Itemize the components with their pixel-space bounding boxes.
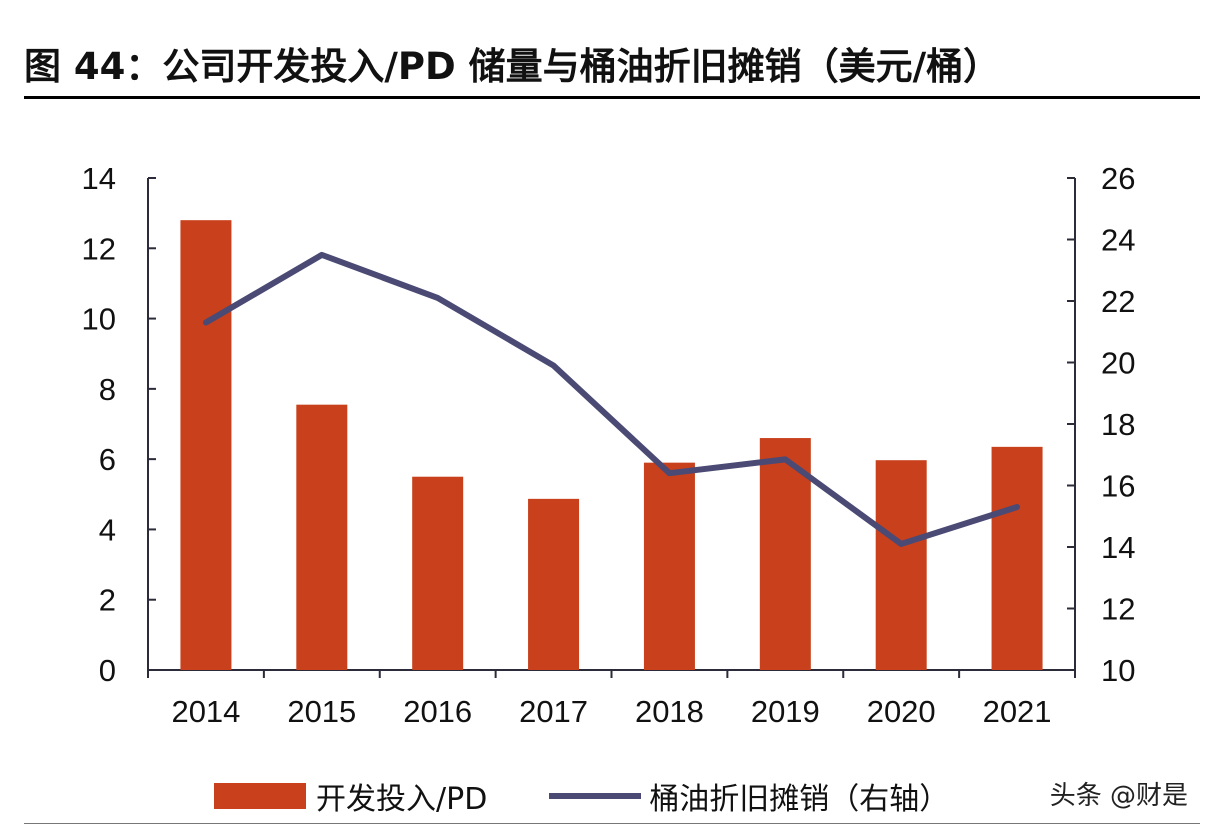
left-tick-label: 14 <box>82 161 116 196</box>
x-tick-label: 2018 <box>635 694 704 729</box>
x-tick-label: 2019 <box>751 694 820 729</box>
right-tick-label: 14 <box>1101 530 1135 565</box>
line-point-2016 <box>436 296 439 299</box>
right-tick-label: 18 <box>1101 407 1135 442</box>
bar-2019 <box>759 438 811 670</box>
legend-line-swatch <box>549 793 642 799</box>
right-tick-label: 24 <box>1101 223 1135 258</box>
line-point-2018 <box>668 472 671 475</box>
left-tick-label: 12 <box>82 231 116 266</box>
right-tick-label: 10 <box>1101 653 1135 688</box>
left-tick-label: 0 <box>99 653 116 688</box>
legend-line-label: 桶油折旧摊销（右轴） <box>649 782 950 817</box>
chart-legend: 开发投入/PD 桶油折旧摊销（右轴） <box>214 772 949 820</box>
right-tick-label: 22 <box>1101 284 1135 319</box>
right-tick-label: 20 <box>1101 346 1135 381</box>
line-point-2014 <box>204 321 207 324</box>
line-point-2020 <box>900 542 903 545</box>
bottom-divider <box>24 823 1200 824</box>
right-tick-label: 16 <box>1101 469 1135 504</box>
x-tick-label: 2020 <box>867 694 936 729</box>
left-tick-label: 10 <box>82 302 116 337</box>
legend-bar-label: 开发投入/PD <box>316 782 488 817</box>
x-tick-label: 2015 <box>287 694 356 729</box>
line-point-2021 <box>1016 506 1019 509</box>
x-tick-label: 2021 <box>983 694 1052 729</box>
line-depreciation <box>202 251 1021 547</box>
chart-title: 图 44：公司开发投入/PD 储量与桶油折旧摊销（美元/桶） <box>24 45 1001 88</box>
legend-item-line: 桶油折旧摊销（右轴） <box>549 774 949 818</box>
bar-2020 <box>875 460 927 670</box>
left-tick-label: 8 <box>99 372 116 407</box>
right-tick-label: 12 <box>1101 592 1135 627</box>
line-point-2015 <box>320 253 323 256</box>
bar-2016 <box>412 476 464 670</box>
watermark-text: 头条 @财是 <box>1049 781 1188 811</box>
line-point-2019 <box>784 458 787 461</box>
title-divider <box>24 96 1200 99</box>
bar-2015 <box>296 404 348 670</box>
left-tick-label: 2 <box>99 583 116 618</box>
bar-2017 <box>528 498 580 670</box>
line-point-2017 <box>552 364 555 367</box>
bar-2021 <box>991 446 1043 670</box>
left-tick-label: 6 <box>99 442 116 477</box>
bar-2014 <box>180 220 232 670</box>
legend-bar-swatch <box>214 783 306 809</box>
x-tick-label: 2017 <box>519 694 588 729</box>
legend-item-bar: 开发投入/PD <box>214 774 487 818</box>
bar-2018 <box>643 462 695 670</box>
x-tick-label: 2014 <box>171 694 240 729</box>
x-tick-label: 2016 <box>403 694 472 729</box>
left-tick-label: 4 <box>99 512 116 547</box>
right-tick-label: 26 <box>1101 161 1135 196</box>
